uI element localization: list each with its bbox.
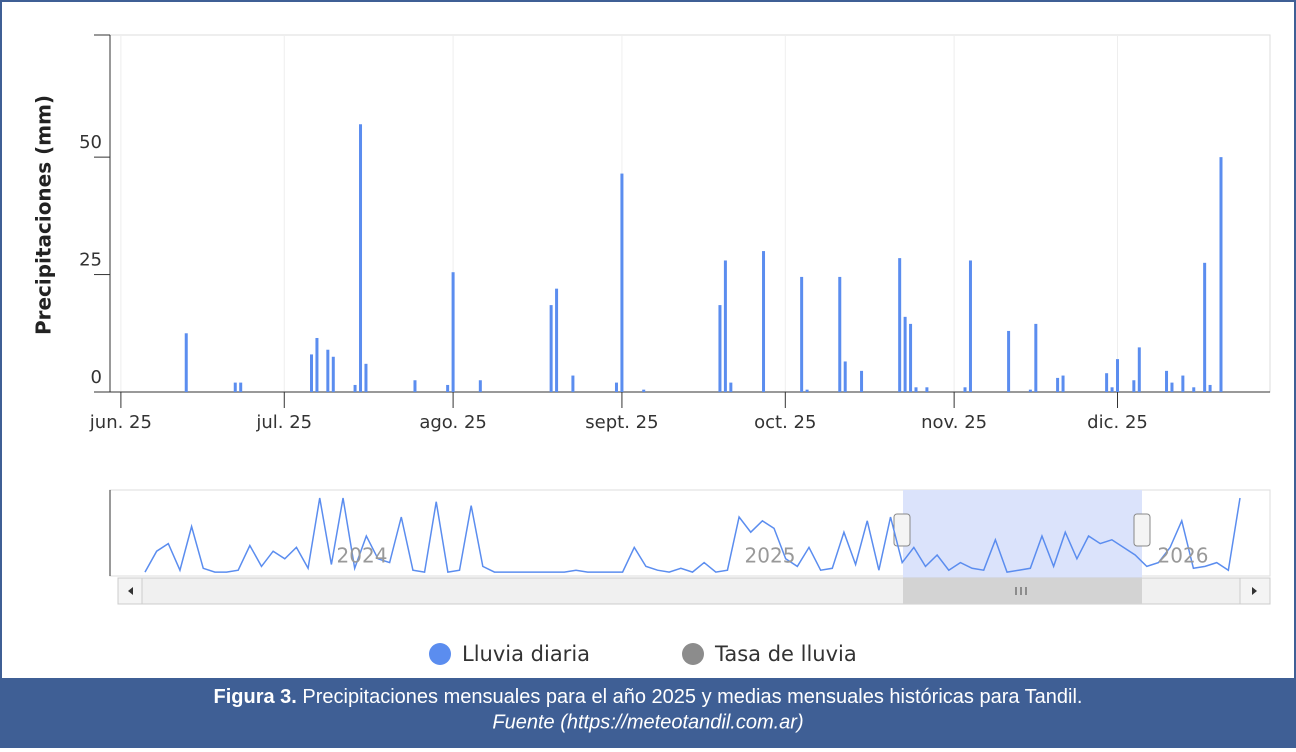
bar xyxy=(359,124,363,392)
navigator-line xyxy=(144,497,1241,573)
arrow-left xyxy=(128,587,133,595)
x-tick-label: jul. 25 xyxy=(255,412,312,433)
legend-label[interactable]: Lluvia diaria xyxy=(462,642,590,666)
x-tick-label: oct. 25 xyxy=(754,412,816,433)
plot-area xyxy=(109,34,1271,393)
x-tick-label: nov. 25 xyxy=(921,412,987,433)
x-tick-label: ago. 25 xyxy=(419,412,487,433)
bar xyxy=(478,380,482,392)
bar xyxy=(1181,375,1185,392)
bar xyxy=(914,387,918,392)
bar xyxy=(843,361,847,392)
bar xyxy=(729,382,733,392)
bar xyxy=(1208,384,1212,392)
bar xyxy=(860,370,864,392)
bar xyxy=(310,354,314,392)
x-tick-label: sept. 25 xyxy=(585,412,658,433)
y-tick-label: 25 xyxy=(79,250,102,271)
bar xyxy=(315,337,319,392)
bar xyxy=(925,387,929,392)
y-axis-label: Precipitaciones (mm) xyxy=(32,95,56,335)
bar xyxy=(1110,387,1114,392)
bar xyxy=(353,384,357,392)
thumb-grip xyxy=(1015,587,1027,595)
bar xyxy=(451,272,455,392)
bar xyxy=(718,305,722,392)
bar xyxy=(549,305,553,392)
bar xyxy=(1192,387,1196,392)
bar xyxy=(364,363,368,392)
caption-band xyxy=(0,678,1296,748)
bar xyxy=(1034,323,1038,392)
x-tick-label: dic. 25 xyxy=(1087,412,1148,433)
caption-label: Figura 3. xyxy=(214,686,297,708)
bar xyxy=(963,387,967,392)
bar xyxy=(1028,389,1032,392)
bar xyxy=(800,276,804,392)
nav-handle-right[interactable] xyxy=(1133,513,1151,547)
bar xyxy=(620,173,624,392)
bar xyxy=(233,382,237,392)
bar xyxy=(903,316,907,392)
bar xyxy=(614,382,618,392)
legend-label[interactable]: Tasa de lluvia xyxy=(714,642,857,666)
bar xyxy=(326,349,330,392)
bar xyxy=(642,389,646,392)
bar xyxy=(1116,359,1120,392)
bar xyxy=(805,389,809,392)
bar xyxy=(1170,382,1174,392)
bar xyxy=(331,356,335,392)
bar xyxy=(1007,330,1011,392)
bar xyxy=(1132,380,1136,392)
bar xyxy=(1137,347,1141,392)
bar xyxy=(1219,157,1223,392)
caption: Figura 3. Precipitaciones mensuales para… xyxy=(214,686,1083,708)
arrow-right xyxy=(1252,587,1257,595)
bar xyxy=(909,323,913,392)
caption-text: Precipitaciones mensuales para el año 20… xyxy=(302,686,1082,708)
bar xyxy=(446,384,450,392)
scrollbar-thumb[interactable] xyxy=(903,578,1142,604)
navigator-label: 2025 xyxy=(745,544,796,568)
bar xyxy=(184,333,188,392)
bar xyxy=(1203,262,1207,392)
legend-marker xyxy=(682,643,704,665)
bar xyxy=(413,380,417,392)
bar xyxy=(1105,373,1109,392)
y-tick-label: 0 xyxy=(91,367,102,388)
bar xyxy=(762,251,766,392)
navigator-label: 2024 xyxy=(337,544,388,568)
bar xyxy=(1165,370,1169,392)
bar xyxy=(1061,375,1065,392)
x-tick-label: jun. 25 xyxy=(89,412,152,433)
bar xyxy=(555,288,559,392)
legend-marker xyxy=(429,643,451,665)
bar xyxy=(1056,377,1060,392)
bar xyxy=(239,382,243,392)
y-tick-label: 50 xyxy=(79,132,102,153)
navigator-label: 2026 xyxy=(1158,544,1209,568)
bar xyxy=(838,276,842,392)
bar xyxy=(723,260,727,392)
bar xyxy=(898,258,902,392)
caption-source: Fuente (https://meteotandil.com.ar) xyxy=(492,711,803,733)
bar xyxy=(968,260,972,392)
bar xyxy=(571,375,575,392)
